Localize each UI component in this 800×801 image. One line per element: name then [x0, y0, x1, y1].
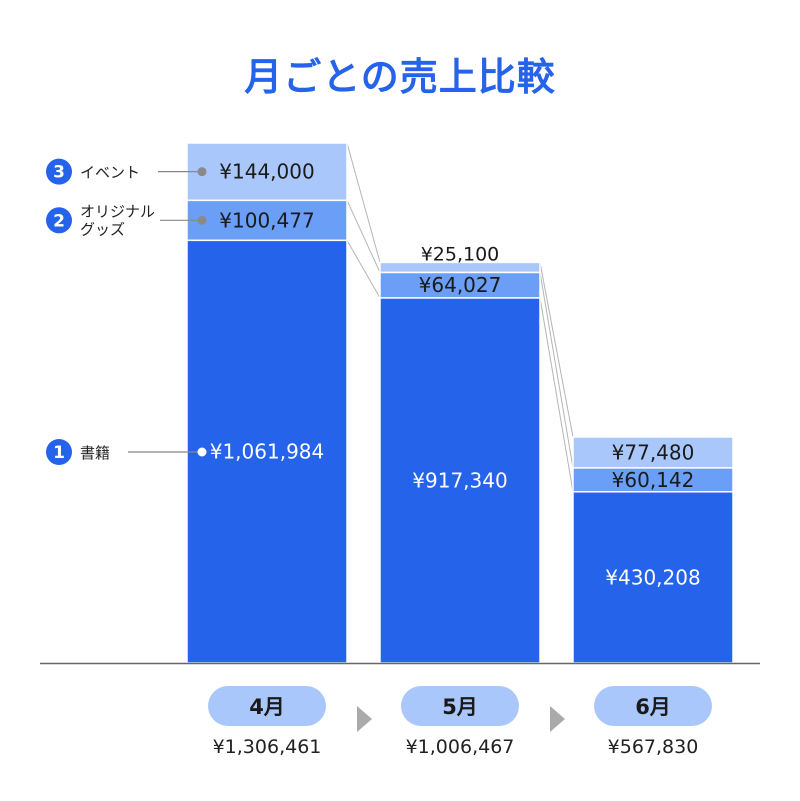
connector-line — [346, 240, 381, 299]
legend-leader-dot — [197, 215, 207, 225]
data-label: ¥64,027 — [419, 273, 502, 297]
connector-line — [539, 262, 574, 438]
connector-line — [539, 272, 574, 468]
data-label: ¥25,100 — [421, 243, 500, 265]
legend-leader-dot — [197, 167, 207, 177]
month-total: ¥567,830 — [607, 736, 699, 758]
legend-number: 2 — [53, 211, 65, 231]
legend-label: イベント — [80, 164, 140, 182]
data-label: ¥1,061,984 — [210, 440, 325, 464]
month-pill: 5月 — [401, 686, 519, 726]
connector-line — [539, 297, 574, 492]
month-pill: 4月 — [208, 686, 326, 726]
month-pill: 6月 — [594, 686, 712, 726]
chevron-right-icon — [549, 706, 565, 732]
data-label: ¥144,000 — [219, 160, 314, 184]
legend-number: 1 — [53, 443, 65, 463]
chart-title: 月ごとの売上比較 — [244, 55, 556, 99]
month-total: ¥1,306,461 — [212, 736, 322, 758]
bar-segment-event — [186, 142, 348, 202]
legend-label: グッズ — [80, 220, 125, 238]
legend-leader-dot — [197, 447, 207, 457]
bar-segment-event — [379, 261, 541, 274]
bar-segment-books — [186, 239, 348, 664]
chevron-right-icon — [356, 706, 372, 732]
legend-label: 書籍 — [80, 444, 110, 462]
connector-line — [346, 200, 381, 273]
bar-segment-event — [572, 436, 734, 469]
data-label: ¥77,480 — [612, 440, 695, 464]
legend-number: 3 — [53, 163, 65, 183]
bar-segment-books — [379, 297, 541, 664]
legend-number-badge — [46, 439, 72, 465]
legend-number-badge — [46, 158, 72, 185]
data-label: ¥100,477 — [219, 208, 314, 232]
data-label: ¥917,340 — [412, 468, 507, 492]
connector-line — [346, 142, 381, 263]
data-label: ¥430,208 — [605, 565, 700, 589]
legend-number-badge — [46, 207, 72, 234]
data-label: ¥60,142 — [612, 468, 695, 492]
legend-label: オリジナル — [80, 202, 155, 220]
month-total: ¥1,006,467 — [405, 736, 515, 758]
